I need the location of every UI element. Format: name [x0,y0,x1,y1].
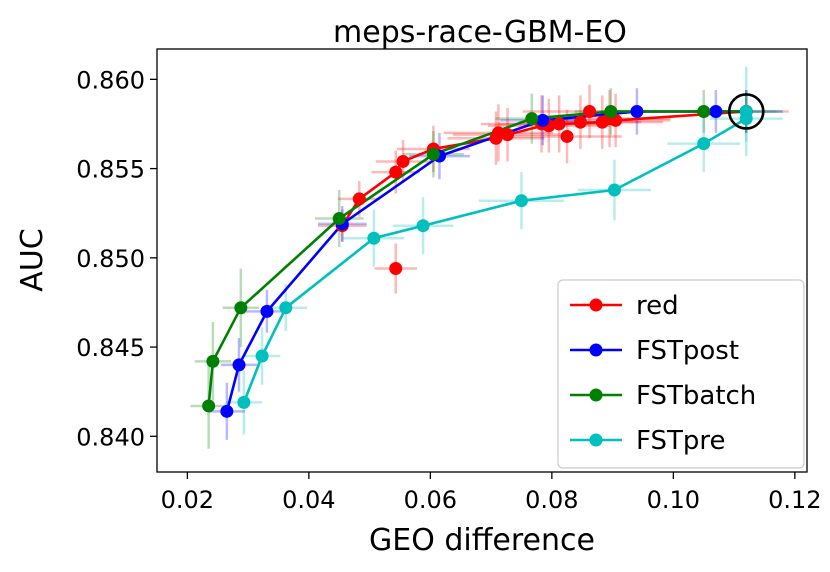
red-data-point [560,129,574,143]
legend-label-fstpre: FSTpre [636,426,726,456]
x-tick-label: 0.06 [404,486,457,514]
fstbatch-data-point [426,147,440,161]
red-data-point [396,154,410,168]
series-markers [202,104,753,418]
fstbatch-data-point [332,212,346,226]
legend-label-fstbatch: FSTbatch [636,381,756,411]
legend-marker-fstpost [589,343,603,357]
fstpost-data-point [536,113,550,127]
fstpre-data-point [367,231,381,245]
fstpre-data-point [739,104,753,118]
fstpost-data-point [709,104,723,118]
red-data-point [389,262,403,276]
fstpre-data-point [255,349,269,363]
red-data-point [352,192,366,206]
y-tick-label: 0.860 [76,66,145,94]
fstpost-data-point [232,358,246,372]
fstpost-data-point [260,304,274,318]
legend-label-red: red [636,291,679,321]
legend-marker-red [589,298,603,312]
fstpre-data-point [607,183,621,197]
fstpre-data-point [514,194,528,208]
fstbatch-data-point [202,399,216,413]
plot-area-frame [156,48,808,473]
fstbatch-data-point [234,301,248,315]
x-tick-label: 0.02 [161,486,214,514]
fstbatch-data-point [206,354,220,368]
x-tick-label: 0.04 [282,486,335,514]
fstpre-data-point [279,301,293,315]
chart-title: meps-race-GBM-EO [333,15,627,50]
fstpost-data-point [630,104,644,118]
y-axis-label: AUC [15,228,50,291]
x-tick-label: 0.12 [768,486,821,514]
highlight-circle [727,93,765,130]
red-data-point [573,115,587,129]
legend-marker-fstpre [589,433,603,447]
x-axis-label: GEO difference [369,523,595,558]
legend: red FSTpost FSTbatch FSTpre [557,279,805,469]
fstpre-data-point [697,137,711,151]
legend-frame [557,279,805,469]
y-axis-ticks: 0.840 0.845 0.850 0.855 0.860 [76,66,157,451]
y-tick-label: 0.840 [76,423,145,451]
red-data-point [552,117,566,131]
fstbatch-data-point [697,104,711,118]
x-tick-label: 0.10 [647,486,700,514]
red-data-point [583,104,597,118]
red-data-point [501,128,515,142]
y-tick-label: 0.845 [76,334,145,362]
highlight-ring [727,93,765,130]
x-tick-label: 0.08 [525,486,578,514]
x-axis-ticks: 0.02 0.04 0.06 0.08 0.10 0.12 [161,472,822,514]
fstpost-data-point [220,404,234,418]
fstpre-series-line [242,111,748,403]
legend-marker-fstbatch [589,388,603,402]
fstbatch-data-point [525,112,539,126]
fstbatch-data-point [604,104,618,118]
fstpre-data-point [416,219,430,233]
y-tick-label: 0.850 [76,245,145,273]
legend-label-fstpost: FSTpost [636,336,739,366]
y-tick-label: 0.855 [76,156,145,184]
red-data-point [389,165,403,179]
fstpre-data-point [237,395,251,409]
